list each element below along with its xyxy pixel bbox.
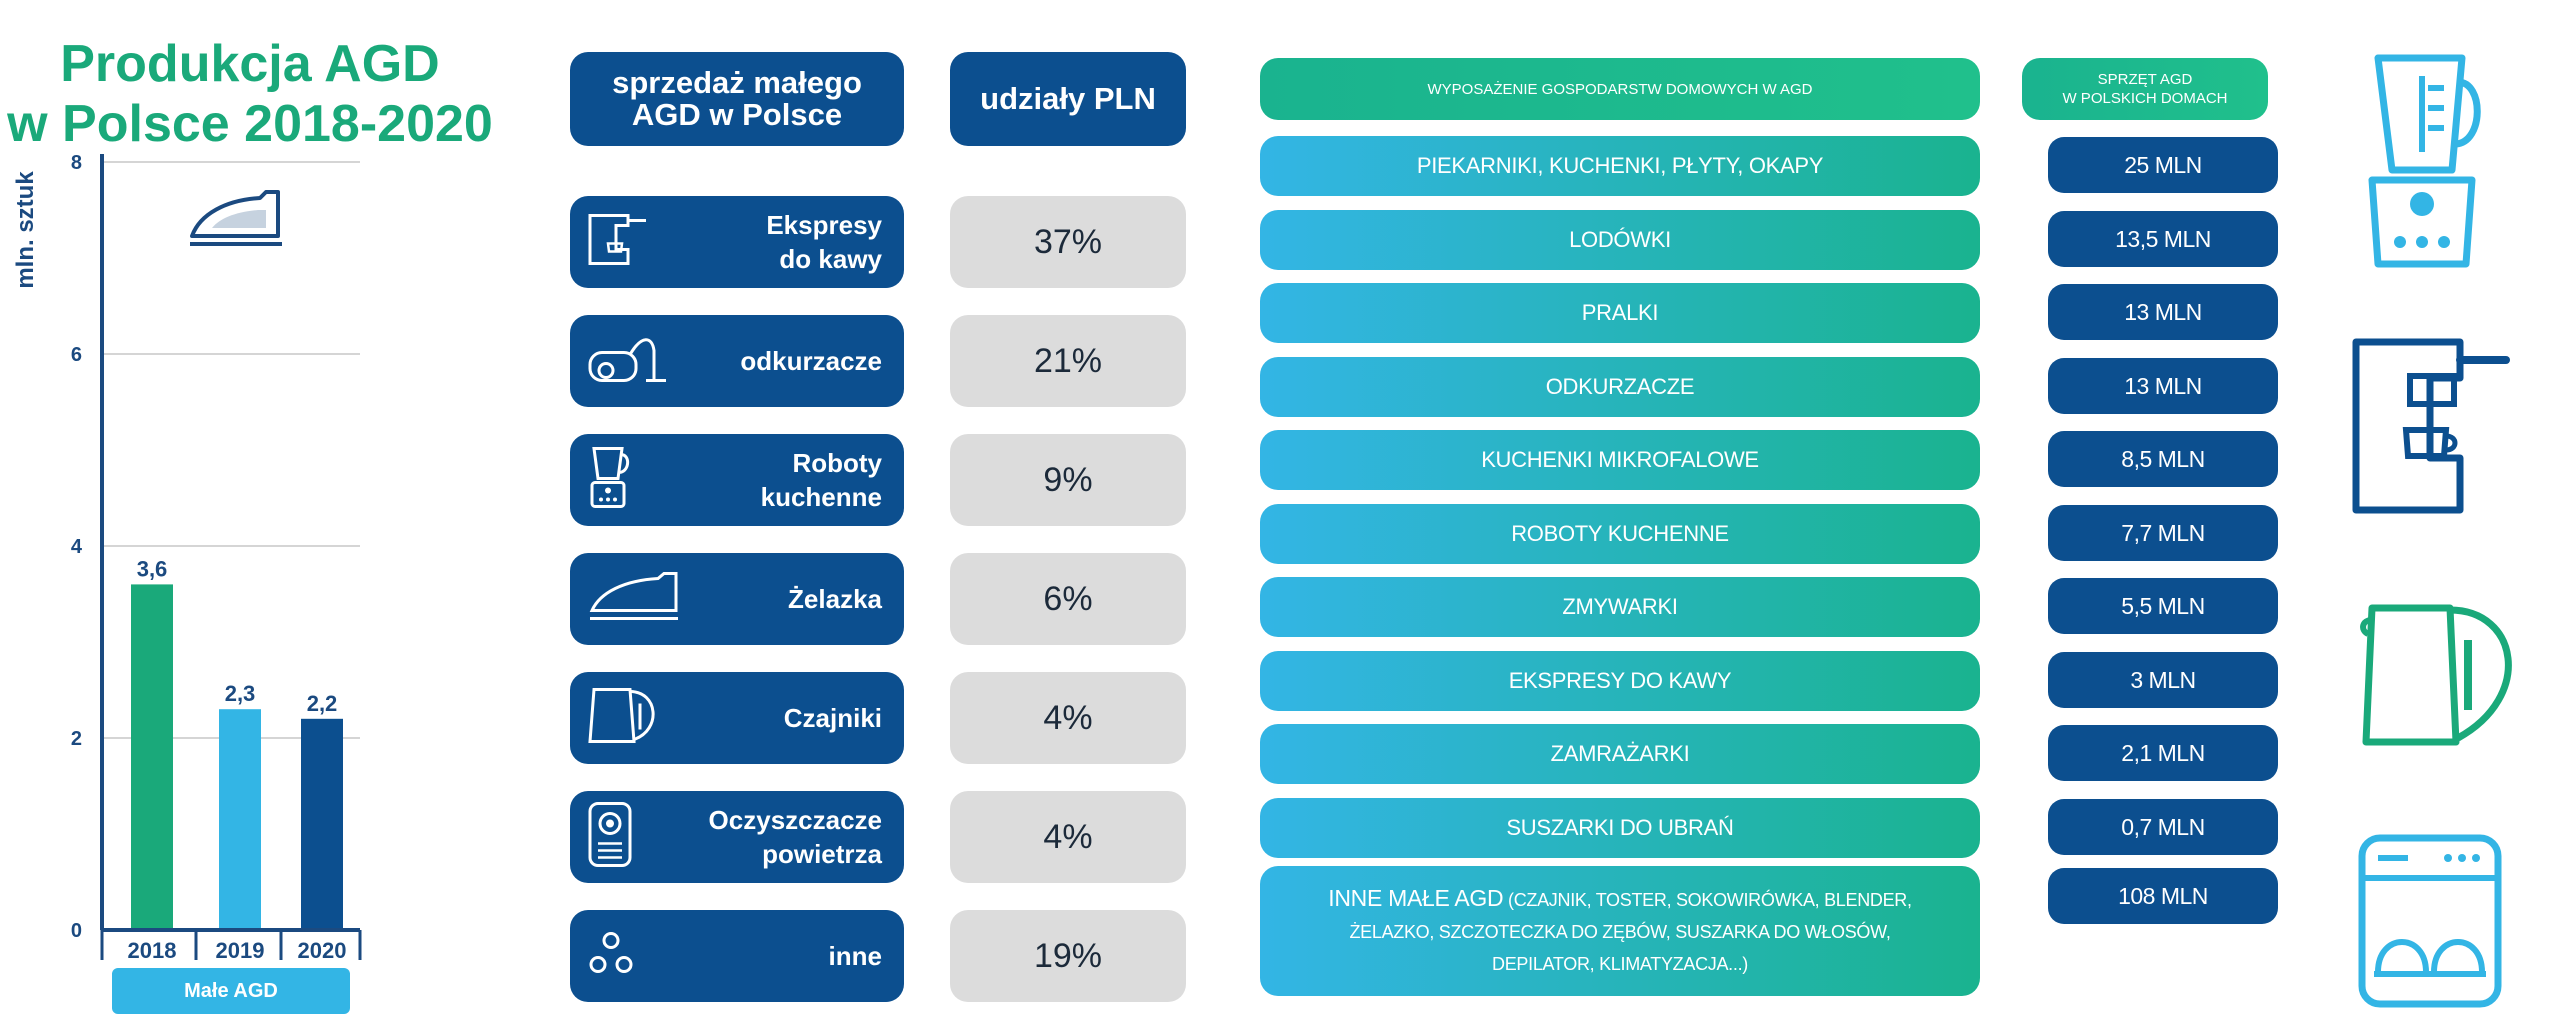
sales-share-value: 6%: [950, 553, 1186, 645]
coffee-machine-icon: [586, 212, 650, 273]
share-header: udziały PLN: [950, 52, 1186, 146]
x-tick-label: 2019: [216, 938, 265, 960]
y-tick-label: 2: [71, 728, 82, 750]
sales-row-label: odkurzacze: [740, 346, 882, 376]
sales-row-label: Czajniki: [783, 703, 882, 733]
sales-share-value: 4%: [950, 791, 1186, 883]
kettle-icon: [586, 686, 658, 751]
iron-icon: [190, 190, 282, 246]
x-tick-label: 2018: [128, 938, 177, 960]
equipment-row-label: LODÓWKI: [1260, 210, 1980, 270]
equipment-row-label: PRALKI: [1260, 283, 1980, 343]
other-label-line-3: DEPILATOR, KLIMATYZACJA...): [1492, 954, 1748, 974]
food-processor-icon: [586, 445, 632, 516]
bar-value-label: 2,3: [225, 681, 256, 706]
sales-row-2: Roboty kuchenne: [570, 434, 904, 526]
bar-2020: [301, 718, 343, 930]
legend-small-appliances: Małe AGD: [112, 968, 350, 1014]
production-bar-chart: 0 2 4 6 8 3,6 2018 2,3 2019 2,2 2020: [71, 152, 362, 960]
sales-row-label: inne: [828, 941, 882, 971]
bar-2018: [131, 584, 173, 930]
circles-icon: [586, 931, 636, 982]
equipment-row-value: 13 MLN: [2048, 358, 2278, 414]
equipment-row-value: 0,7 MLN: [2048, 799, 2278, 855]
iron-icon: [586, 571, 682, 628]
x-tick-label: 2020: [298, 938, 347, 960]
coffee-maker-icon: [2352, 338, 2510, 514]
sales-row-4: Czajniki: [570, 672, 904, 764]
equipment-row-label: ZMYWARKI: [1260, 577, 1980, 637]
sales-share-value: 37%: [950, 196, 1186, 288]
equipment-row-value: 3 MLN: [2048, 652, 2278, 708]
other-label-line-1: (CZAJNIK, TOSTER, SOKOWIRÓWKA, BLENDER,: [1508, 890, 1912, 910]
equipment-row-other: INNE MAŁE AGD (CZAJNIK, TOSTER, SOKOWIRÓ…: [1260, 866, 1980, 996]
other-label-main: INNE MAŁE AGD: [1328, 885, 1504, 911]
blender-icon: [2368, 54, 2481, 268]
equipment-row-label: EKSPRESY DO KAWY: [1260, 651, 1980, 711]
bar-2019: [219, 709, 261, 930]
sales-row-5: Oczyszczacze powietrza: [570, 791, 904, 883]
equipment-row-value: 25 MLN: [2048, 137, 2278, 193]
equipment-row-label: ODKURZACZE: [1260, 357, 1980, 417]
equipment-header: WYPOSAŻENIE GOSPODARSTW DOMOWYCH W AGD: [1260, 58, 1980, 120]
sales-row-label: Ekspresy do kawy: [766, 210, 882, 274]
equipment-row-label: SUSZARKI DO UBRAŃ: [1260, 798, 1980, 858]
bar-value-label: 3,6: [137, 556, 168, 581]
dishwasher-icon: [2358, 834, 2502, 1008]
equipment-value-header: SPRZĘT AGD W POLSKICH DOMACH: [2022, 58, 2268, 120]
y-tick-label: 4: [71, 536, 83, 558]
sales-share-value: 19%: [950, 910, 1186, 1002]
sales-row-6: inne: [570, 910, 904, 1002]
sales-row-label: Roboty kuchenne: [760, 448, 882, 512]
equipment-row-value: 8,5 MLN: [2048, 431, 2278, 487]
value-header-line-2: W POLSKICH DOMACH: [2062, 90, 2228, 107]
equipment-row-label: KUCHENKI MIKROFALOWE: [1260, 430, 1980, 490]
chart-title-line-1: Produkcja AGD: [60, 35, 440, 93]
bar-value-label: 2,2: [307, 691, 338, 716]
y-tick-label: 8: [71, 152, 82, 174]
sales-share-value: 9%: [950, 434, 1186, 526]
sales-share-value: 4%: [950, 672, 1186, 764]
equipment-row-value: 13,5 MLN: [2048, 211, 2278, 267]
sales-row-0: Ekspresy do kawy: [570, 196, 904, 288]
sales-row-label: Żelazka: [788, 584, 882, 614]
chart-title: Produkcja AGD w Polsce 2018-2020: [0, 34, 500, 154]
equipment-row-value: 5,5 MLN: [2048, 578, 2278, 634]
sales-row-1: odkurzacze: [570, 315, 904, 407]
equipment-row-label: PIEKARNIKI, KUCHENKI, PŁYTY, OKAPY: [1260, 136, 1980, 196]
air-purifier-icon: [586, 800, 634, 875]
sales-header: sprzedaż małego AGD w Polsce: [570, 52, 904, 146]
electric-kettle-icon: [2360, 604, 2512, 746]
equipment-row-value: 7,7 MLN: [2048, 505, 2278, 561]
equipment-value-other: 108 MLN: [2048, 868, 2278, 924]
y-tick-label: 6: [71, 344, 82, 366]
sales-row-3: Żelazka: [570, 553, 904, 645]
chart-title-line-2: w Polsce 2018-2020: [7, 95, 493, 153]
other-label-line-2: ŻELAZKO, SZCZOTECZKA DO ZĘBÓW, SUSZARKA …: [1349, 922, 1891, 942]
equipment-row-other-label: INNE MAŁE AGD (CZAJNIK, TOSTER, SOKOWIRÓ…: [1308, 882, 1931, 980]
value-header-line-1: SPRZĘT AGD: [2097, 71, 2193, 88]
equipment-row-value: 2,1 MLN: [2048, 725, 2278, 781]
sales-row-label: Oczyszczacze powietrza: [708, 805, 882, 869]
vacuum-cleaner-icon: [586, 331, 670, 392]
equipment-row-label: ROBOTY KUCHENNE: [1260, 504, 1980, 564]
sales-share-value: 21%: [950, 315, 1186, 407]
equipment-row-value: 13 MLN: [2048, 284, 2278, 340]
equipment-row-label: ZAMRAŻARKI: [1260, 724, 1980, 784]
y-tick-label: 0: [71, 920, 82, 942]
